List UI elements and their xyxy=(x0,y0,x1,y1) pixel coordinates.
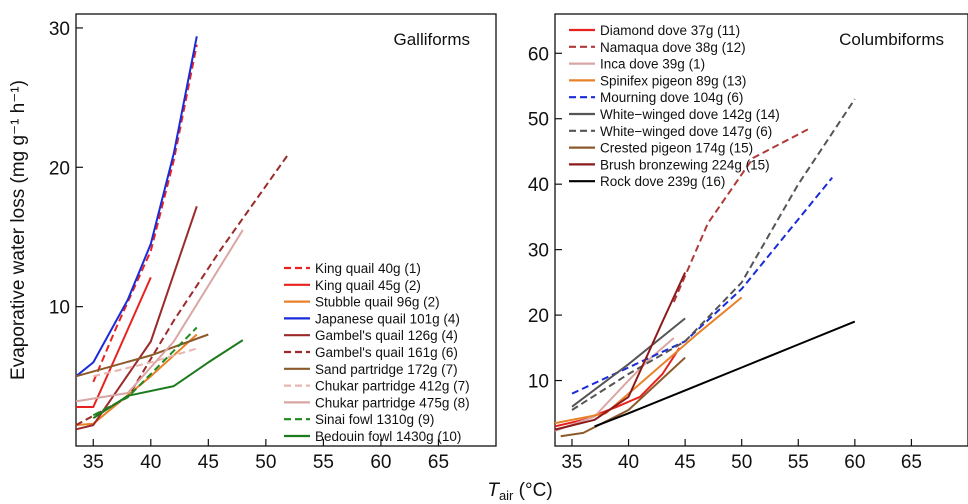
legend-label: Gambel's quail 126g (4) xyxy=(315,328,458,343)
series-line-5 xyxy=(75,205,198,431)
legend-label: Diamond dove 37g (11) xyxy=(600,23,740,38)
galliforms-x-ticks: 35 40 45 50 55 60 65 xyxy=(83,439,449,473)
y-tick-label: 30 xyxy=(49,19,70,40)
x-tick-label: 50 xyxy=(731,452,752,473)
legend-label: White−winged dove 142g (14) xyxy=(600,107,780,122)
x-tick-label: 60 xyxy=(370,452,391,473)
legend-label: Sand partridge 172g (7) xyxy=(315,362,458,377)
legend-label: Chukar partridge 475g (8) xyxy=(315,395,470,410)
x-tick-label: 60 xyxy=(844,452,865,473)
galliforms-panel: 35 40 45 50 55 60 65 10 20 30 Galliforms King qu… xyxy=(49,13,497,473)
x-axis-title: Tair (°C) xyxy=(487,480,552,503)
columbiforms-panel: 35 40 45 50 55 60 65 10 20 30 40 50 60 Columbiforms… xyxy=(528,13,968,473)
series-line-2 xyxy=(672,127,811,303)
legend-label: King quail 40g (1) xyxy=(315,261,421,276)
x-tick-label: 35 xyxy=(83,452,104,473)
series-line-6 xyxy=(571,317,686,408)
x-tick-label: 65 xyxy=(428,452,449,473)
x-axis-title-subscript: air xyxy=(499,488,514,503)
y-tick-label: 50 xyxy=(528,110,549,131)
legend-label: Chukar partridge 412g (7) xyxy=(315,379,470,394)
columbiforms-x-ticks: 35 40 45 50 55 60 65 xyxy=(561,439,922,473)
series-line-4 xyxy=(554,296,743,425)
series-line-3 xyxy=(554,337,675,432)
series-line-1 xyxy=(92,44,198,383)
x-axis-title-symbol: T xyxy=(487,480,500,501)
x-tick-label: 35 xyxy=(561,452,582,473)
series-line-10 xyxy=(92,326,198,417)
x-axis-title-unit: (°C) xyxy=(513,480,552,501)
y-tick-label: 10 xyxy=(49,298,70,319)
series-line-11 xyxy=(92,339,244,419)
y-tick-label: 30 xyxy=(528,241,549,262)
legend-label: Mourning dove 104g (6) xyxy=(600,90,743,105)
series-line-9 xyxy=(75,229,244,403)
legend-label: Gambel's quail 161g (6) xyxy=(315,345,458,360)
legend-label: Bedouin fowl 1430g (10) xyxy=(315,429,461,444)
legend-label: Namaqua dove 38g (12) xyxy=(600,40,746,55)
legend-label: White−winged dove 147g (6) xyxy=(600,124,772,139)
legend-label: Rock dove 239g (16) xyxy=(600,174,725,189)
legend-label: Inca dove 39g (1) xyxy=(600,57,705,72)
plot-frame-galliforms xyxy=(75,13,497,447)
series-line-9 xyxy=(554,272,687,431)
legend-label: Crested pigeon 174g (15) xyxy=(600,141,753,156)
panel-title-galliforms: Galliforms xyxy=(393,30,470,49)
series-line-8 xyxy=(93,347,198,378)
y-tick-label: 40 xyxy=(528,175,549,196)
series-line-7 xyxy=(75,333,209,378)
legend-label: King quail 45g (2) xyxy=(315,278,421,293)
columbiforms-legend: Diamond dove 37g (11) Namaqua dove 38g (1… xyxy=(569,23,780,189)
x-tick-label: 40 xyxy=(618,452,639,473)
series-line-2 xyxy=(76,276,152,408)
x-tick-label: 55 xyxy=(788,452,809,473)
galliforms-series-lines xyxy=(75,36,290,431)
legend-label: Stubble quail 96g (2) xyxy=(315,295,440,310)
series-line-4 xyxy=(75,36,198,378)
x-tick-label: 40 xyxy=(140,452,161,473)
columbiforms-series-lines xyxy=(554,98,856,438)
y-tick-label: 60 xyxy=(528,44,549,65)
panel-title-columbiforms: Columbiforms xyxy=(839,30,944,49)
legend-label: Sinai fowl 1310g (9) xyxy=(315,412,434,427)
x-tick-label: 45 xyxy=(675,452,696,473)
x-tick-label: 55 xyxy=(313,452,334,473)
x-tick-label: 50 xyxy=(255,452,276,473)
legend-label: Spinifex pigeon 89g (13) xyxy=(600,73,746,88)
galliforms-y-ticks: 10 20 30 xyxy=(49,19,83,319)
y-tick-label: 20 xyxy=(49,158,70,179)
series-line-5 xyxy=(571,176,833,395)
galliforms-legend: King quail 40g (1) King quail 45g (2) Stub… xyxy=(284,261,470,444)
series-line-10 xyxy=(594,320,856,428)
series-line-6 xyxy=(75,152,290,426)
series-line-1 xyxy=(554,347,681,428)
legend-label: Japanese quail 101g (4) xyxy=(315,311,460,326)
series-line-7 xyxy=(571,98,856,411)
plot-frame-columbiforms xyxy=(554,13,968,447)
x-tick-label: 45 xyxy=(198,452,219,473)
columbiforms-y-ticks: 10 20 30 40 50 60 xyxy=(528,44,562,393)
legend-label: Brush bronzewing 224g (15) xyxy=(600,157,770,172)
y-axis-title: Evaporative water loss (mg g⁻¹ h⁻¹) xyxy=(8,80,29,380)
y-tick-label: 10 xyxy=(528,372,549,393)
y-tick-label: 20 xyxy=(528,306,549,327)
x-tick-label: 65 xyxy=(901,452,922,473)
